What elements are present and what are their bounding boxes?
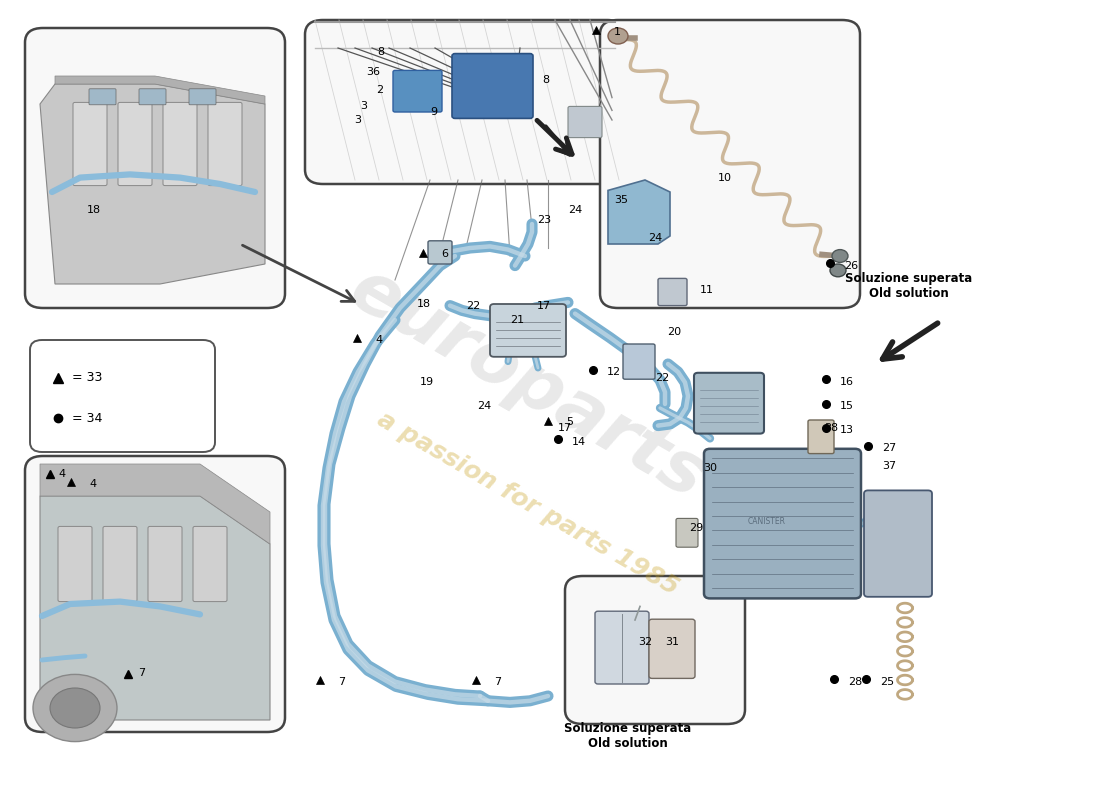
FancyBboxPatch shape bbox=[30, 340, 214, 452]
FancyBboxPatch shape bbox=[694, 373, 764, 434]
FancyBboxPatch shape bbox=[103, 526, 138, 602]
Text: 5: 5 bbox=[566, 418, 573, 427]
Polygon shape bbox=[55, 76, 265, 104]
Text: 2: 2 bbox=[376, 85, 383, 94]
Text: 38: 38 bbox=[824, 423, 838, 433]
Text: 26: 26 bbox=[844, 261, 858, 270]
Text: 22: 22 bbox=[654, 373, 669, 382]
Text: 30: 30 bbox=[703, 463, 717, 473]
FancyBboxPatch shape bbox=[58, 526, 92, 602]
FancyBboxPatch shape bbox=[73, 102, 107, 186]
FancyBboxPatch shape bbox=[864, 490, 932, 597]
FancyBboxPatch shape bbox=[568, 106, 602, 138]
FancyBboxPatch shape bbox=[658, 278, 688, 306]
Circle shape bbox=[50, 688, 100, 728]
Text: 3: 3 bbox=[354, 115, 361, 125]
Text: 12: 12 bbox=[607, 367, 621, 377]
Text: = 34: = 34 bbox=[72, 412, 102, 425]
FancyBboxPatch shape bbox=[118, 102, 152, 186]
Text: 19: 19 bbox=[420, 378, 434, 387]
FancyBboxPatch shape bbox=[565, 576, 745, 724]
Text: 20: 20 bbox=[667, 327, 681, 337]
Text: 8: 8 bbox=[377, 47, 384, 57]
Text: CANISTER: CANISTER bbox=[748, 517, 786, 526]
Text: 4: 4 bbox=[375, 335, 382, 345]
Circle shape bbox=[832, 250, 848, 262]
FancyBboxPatch shape bbox=[704, 449, 861, 598]
Text: 13: 13 bbox=[840, 426, 854, 435]
Text: 1: 1 bbox=[614, 27, 622, 37]
Text: 27: 27 bbox=[882, 443, 896, 453]
FancyBboxPatch shape bbox=[428, 241, 452, 264]
Text: 28: 28 bbox=[848, 677, 862, 686]
FancyBboxPatch shape bbox=[25, 456, 285, 732]
Text: 22: 22 bbox=[466, 301, 481, 310]
Text: 24: 24 bbox=[477, 402, 492, 411]
Text: 6: 6 bbox=[441, 250, 448, 259]
Text: 24: 24 bbox=[568, 205, 582, 214]
Text: 17: 17 bbox=[537, 301, 551, 310]
Text: 21: 21 bbox=[510, 315, 524, 325]
Text: 36: 36 bbox=[366, 67, 379, 77]
Polygon shape bbox=[40, 496, 270, 720]
Text: 32: 32 bbox=[638, 637, 652, 646]
Text: 24: 24 bbox=[648, 234, 662, 243]
FancyBboxPatch shape bbox=[393, 70, 442, 112]
FancyBboxPatch shape bbox=[25, 28, 285, 308]
Text: 15: 15 bbox=[840, 402, 854, 411]
FancyBboxPatch shape bbox=[139, 89, 166, 105]
Circle shape bbox=[608, 28, 628, 44]
FancyBboxPatch shape bbox=[808, 420, 834, 454]
Text: 3: 3 bbox=[360, 101, 367, 110]
Text: 17: 17 bbox=[558, 423, 572, 433]
Text: 4: 4 bbox=[58, 469, 65, 478]
Text: 14: 14 bbox=[572, 437, 586, 446]
Text: 31: 31 bbox=[666, 637, 679, 646]
FancyBboxPatch shape bbox=[623, 344, 654, 379]
Text: 18: 18 bbox=[417, 299, 431, 309]
Polygon shape bbox=[608, 180, 670, 244]
FancyBboxPatch shape bbox=[600, 20, 860, 308]
FancyBboxPatch shape bbox=[208, 102, 242, 186]
Text: 10: 10 bbox=[718, 173, 732, 182]
FancyBboxPatch shape bbox=[595, 611, 649, 684]
Text: Soluzione superata
Old solution: Soluzione superata Old solution bbox=[845, 272, 972, 300]
Polygon shape bbox=[40, 84, 265, 284]
Text: 7: 7 bbox=[138, 668, 145, 678]
Text: europarts: europarts bbox=[338, 254, 718, 514]
FancyBboxPatch shape bbox=[192, 526, 227, 602]
Text: 18: 18 bbox=[87, 205, 101, 214]
FancyBboxPatch shape bbox=[490, 304, 566, 357]
Text: a passion for parts 1985: a passion for parts 1985 bbox=[373, 408, 683, 600]
FancyBboxPatch shape bbox=[305, 20, 625, 184]
Text: 29: 29 bbox=[689, 523, 703, 533]
FancyBboxPatch shape bbox=[452, 54, 534, 118]
Text: 37: 37 bbox=[882, 461, 896, 470]
Text: Soluzione superata
Old solution: Soluzione superata Old solution bbox=[564, 722, 692, 750]
Text: 23: 23 bbox=[537, 215, 551, 225]
Text: 16: 16 bbox=[840, 377, 854, 386]
Polygon shape bbox=[40, 464, 270, 544]
Text: = 33: = 33 bbox=[72, 371, 102, 384]
FancyBboxPatch shape bbox=[649, 619, 695, 678]
Circle shape bbox=[33, 674, 117, 742]
Text: 25: 25 bbox=[880, 677, 894, 686]
Text: 11: 11 bbox=[700, 285, 714, 294]
FancyBboxPatch shape bbox=[148, 526, 182, 602]
FancyBboxPatch shape bbox=[189, 89, 216, 105]
FancyBboxPatch shape bbox=[163, 102, 197, 186]
Text: 7: 7 bbox=[338, 677, 345, 686]
Text: 7: 7 bbox=[494, 677, 502, 686]
FancyBboxPatch shape bbox=[676, 518, 698, 547]
Text: 35: 35 bbox=[614, 195, 628, 205]
Circle shape bbox=[830, 264, 846, 277]
Text: 9: 9 bbox=[430, 107, 437, 117]
Text: 4: 4 bbox=[89, 479, 96, 489]
FancyBboxPatch shape bbox=[89, 89, 116, 105]
Text: 8: 8 bbox=[542, 75, 549, 85]
